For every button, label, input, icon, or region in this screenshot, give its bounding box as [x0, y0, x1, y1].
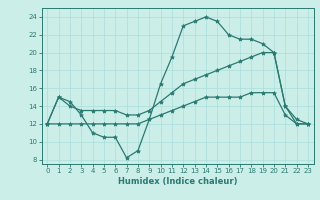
X-axis label: Humidex (Indice chaleur): Humidex (Indice chaleur): [118, 177, 237, 186]
